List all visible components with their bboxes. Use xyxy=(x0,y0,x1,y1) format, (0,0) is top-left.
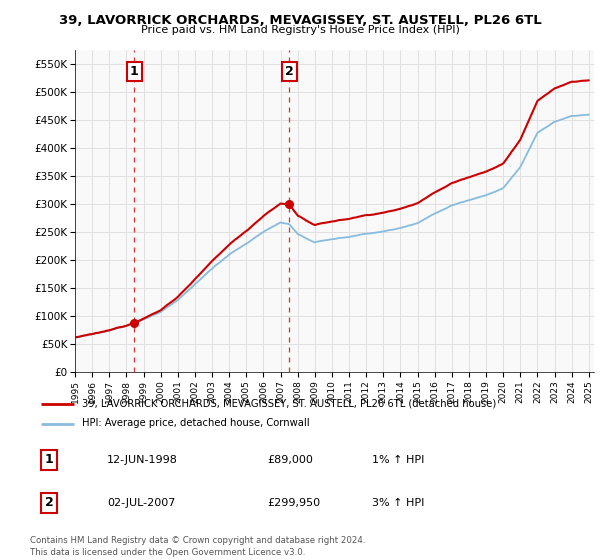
Text: Contains HM Land Registry data © Crown copyright and database right 2024.
This d: Contains HM Land Registry data © Crown c… xyxy=(30,536,365,557)
Text: HPI: Average price, detached house, Cornwall: HPI: Average price, detached house, Corn… xyxy=(82,418,310,428)
Text: £89,000: £89,000 xyxy=(268,455,313,465)
Text: 1: 1 xyxy=(130,65,139,78)
Text: 12-JUN-1998: 12-JUN-1998 xyxy=(107,455,178,465)
Text: 39, LAVORRICK ORCHARDS, MEVAGISSEY, ST. AUSTELL, PL26 6TL: 39, LAVORRICK ORCHARDS, MEVAGISSEY, ST. … xyxy=(59,14,541,27)
Text: 39, LAVORRICK ORCHARDS, MEVAGISSEY, ST. AUSTELL, PL26 6TL (detached house): 39, LAVORRICK ORCHARDS, MEVAGISSEY, ST. … xyxy=(82,399,497,409)
Text: 1: 1 xyxy=(45,453,53,466)
Text: £299,950: £299,950 xyxy=(268,498,320,508)
Text: 2: 2 xyxy=(285,65,293,78)
Text: 2: 2 xyxy=(45,496,53,510)
Text: 3% ↑ HPI: 3% ↑ HPI xyxy=(372,498,425,508)
Text: Price paid vs. HM Land Registry's House Price Index (HPI): Price paid vs. HM Land Registry's House … xyxy=(140,25,460,35)
Text: 02-JUL-2007: 02-JUL-2007 xyxy=(107,498,176,508)
Text: 1% ↑ HPI: 1% ↑ HPI xyxy=(372,455,425,465)
